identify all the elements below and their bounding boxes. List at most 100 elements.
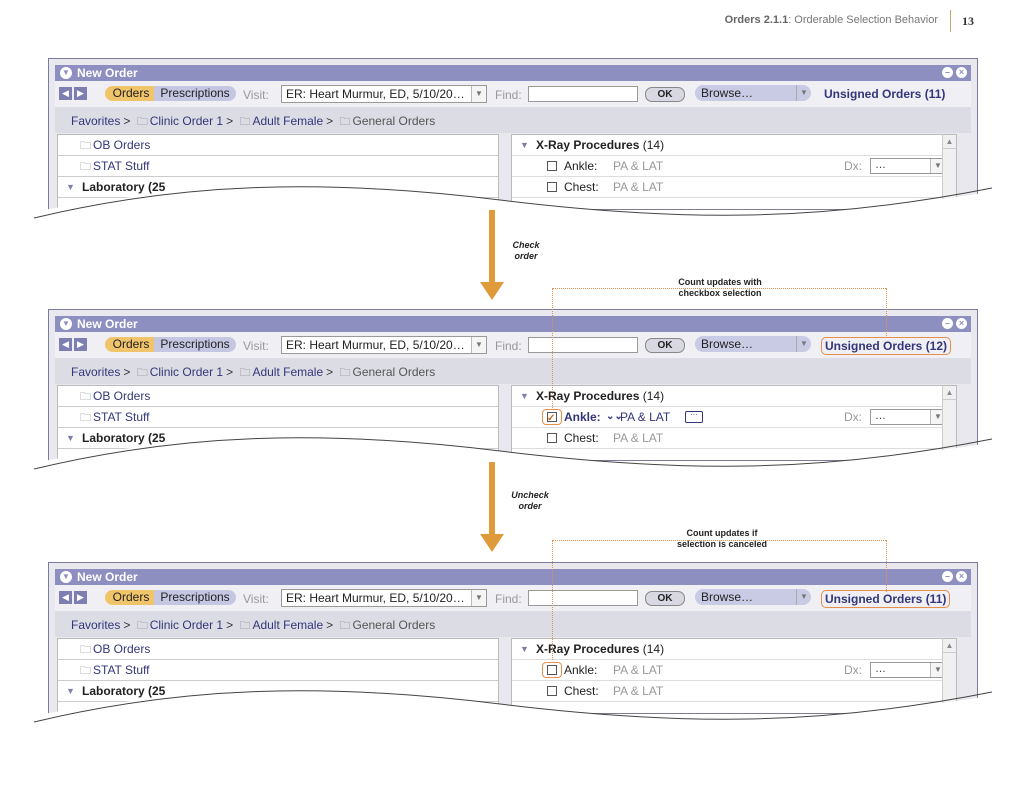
- chevron-down-icon[interactable]: ▼: [471, 337, 486, 353]
- breadcrumb-favorites[interactable]: Favorites: [71, 114, 121, 128]
- expand-triangle-icon[interactable]: ▼: [66, 686, 75, 696]
- checkbox-highlight: [542, 662, 562, 678]
- forward-arrow-icon[interactable]: ▶: [74, 591, 87, 604]
- breadcrumb-clinic[interactable]: Clinic Order 1: [149, 618, 224, 632]
- expand-triangle-icon[interactable]: ▼: [520, 644, 529, 654]
- tab-prescriptions[interactable]: Prescriptions: [154, 590, 236, 605]
- tab-orders[interactable]: Orders: [105, 590, 157, 605]
- list-item[interactable]: 🗀 STAT Stuff: [58, 660, 498, 681]
- scroll-up-icon[interactable]: ▲: [943, 135, 956, 149]
- tab-orders[interactable]: Orders: [105, 86, 157, 101]
- list-item[interactable]: 🗀 STAT Stuff: [58, 407, 498, 428]
- chevron-down-icon[interactable]: ▼: [471, 590, 486, 606]
- order-checkbox[interactable]: [547, 433, 557, 443]
- expand-triangle-icon[interactable]: ▼: [520, 140, 529, 150]
- breadcrumb-sep: >: [123, 365, 131, 379]
- order-checkbox[interactable]: ✓: [547, 412, 557, 424]
- browse-select[interactable]: Browse… ▼: [695, 336, 811, 352]
- close-icon[interactable]: ×: [956, 67, 967, 78]
- minimize-icon[interactable]: –: [942, 67, 953, 78]
- scroll-up-icon[interactable]: ▲: [943, 386, 956, 400]
- close-icon[interactable]: ×: [956, 571, 967, 582]
- chevron-down-icon[interactable]: ▼: [471, 86, 486, 102]
- chevron-down-icon[interactable]: ▼: [930, 410, 945, 424]
- visit-select[interactable]: ER: Heart Murmur, ED, 5/10/20… ▼: [281, 589, 487, 607]
- back-arrow-icon[interactable]: ◀: [59, 87, 72, 100]
- chevron-down-icon[interactable]: ▼: [930, 159, 945, 173]
- order-name: Ankle:: [564, 663, 598, 677]
- dx-select[interactable]: … ▼: [870, 409, 946, 425]
- unsigned-orders-link[interactable]: Unsigned Orders (11): [821, 590, 951, 608]
- ok-button[interactable]: OK: [645, 87, 685, 102]
- forward-arrow-icon[interactable]: ▶: [74, 338, 87, 351]
- browse-select[interactable]: Browse… ▼: [695, 85, 811, 101]
- double-chevron-icon[interactable]: ⌄⌄: [606, 411, 623, 422]
- minimize-icon[interactable]: –: [942, 318, 953, 329]
- visit-select[interactable]: ER: Heart Murmur, ED, 5/10/20… ▼: [281, 85, 487, 103]
- breadcrumb-clinic[interactable]: Clinic Order 1: [149, 365, 224, 379]
- breadcrumb-adult[interactable]: Adult Female: [252, 618, 324, 632]
- order-toolbar: ◀ ▶ Orders Prescriptions Visit: ER: Hear…: [55, 585, 971, 611]
- breadcrumb-clinic[interactable]: Clinic Order 1: [149, 114, 224, 128]
- group-header[interactable]: ▼ X-Ray Procedures (14): [512, 386, 942, 407]
- window-menu-icon[interactable]: ▼: [60, 571, 72, 583]
- back-arrow-icon[interactable]: ◀: [59, 338, 72, 351]
- chevron-down-icon[interactable]: ▼: [930, 663, 945, 677]
- breadcrumb-sep: >: [326, 618, 334, 632]
- find-input[interactable]: [528, 86, 638, 102]
- dx-label: Dx:: [844, 159, 862, 173]
- scrollbar[interactable]: ▲: [942, 639, 956, 713]
- dx-select[interactable]: … ▼: [870, 158, 946, 174]
- order-checkbox[interactable]: [547, 161, 557, 171]
- back-arrow-icon[interactable]: ◀: [59, 591, 72, 604]
- ok-button[interactable]: OK: [645, 338, 685, 353]
- tab-prescriptions[interactable]: Prescriptions: [154, 86, 236, 101]
- chevron-down-icon[interactable]: ▼: [796, 589, 811, 605]
- group-count: (14): [642, 138, 665, 152]
- expand-triangle-icon[interactable]: ▼: [520, 391, 529, 401]
- more-options-icon[interactable]: ···: [685, 411, 703, 423]
- list-item[interactable]: 🗀 STAT Stuff: [58, 156, 498, 177]
- expand-triangle-icon[interactable]: ▼: [66, 182, 75, 192]
- unsigned-orders-link[interactable]: Unsigned Orders (12): [821, 337, 952, 355]
- browse-label: Browse…: [701, 86, 754, 100]
- dx-select[interactable]: … ▼: [870, 662, 946, 678]
- breadcrumb-adult[interactable]: Adult Female: [252, 365, 324, 379]
- window-menu-icon[interactable]: ▼: [60, 67, 72, 79]
- list-item[interactable]: 🗀 OB Orders: [58, 386, 498, 407]
- chevron-down-icon[interactable]: ▼: [796, 336, 811, 352]
- find-label: Find:: [495, 339, 522, 353]
- scroll-up-icon[interactable]: ▲: [943, 639, 956, 653]
- tab-prescriptions[interactable]: Prescriptions: [154, 337, 236, 352]
- ok-button[interactable]: OK: [645, 591, 685, 606]
- visit-label: Visit:: [243, 339, 269, 353]
- unsigned-orders-link[interactable]: Unsigned Orders (11): [824, 87, 946, 101]
- order-checkbox[interactable]: [547, 665, 557, 675]
- list-item[interactable]: 🗀 OB Orders: [58, 135, 498, 156]
- group-header[interactable]: ▼ X-Ray Procedures (14): [512, 135, 942, 156]
- forward-arrow-icon[interactable]: ▶: [74, 87, 87, 100]
- scrollbar[interactable]: ▲: [942, 386, 956, 460]
- tab-orders[interactable]: Orders: [105, 337, 157, 352]
- close-icon[interactable]: ×: [956, 318, 967, 329]
- visit-select[interactable]: ER: Heart Murmur, ED, 5/10/20… ▼: [281, 336, 487, 354]
- breadcrumb-adult[interactable]: Adult Female: [252, 114, 324, 128]
- group-header[interactable]: ▼ X-Ray Procedures (14): [512, 639, 942, 660]
- visit-value: ER: Heart Murmur, ED, 5/10/20…: [286, 338, 465, 352]
- browse-select[interactable]: Browse… ▼: [695, 589, 811, 605]
- breadcrumb-favorites[interactable]: Favorites: [71, 365, 121, 379]
- orders-list: ▼ X-Ray Procedures (14) ✓ Ankle: ⌄⌄ PA & LA…: [511, 385, 957, 460]
- window-menu-icon[interactable]: ▼: [60, 318, 72, 330]
- expand-triangle-icon[interactable]: ▼: [66, 433, 75, 443]
- minimize-icon[interactable]: –: [942, 571, 953, 582]
- list-item[interactable]: 🗀 OB Orders: [58, 639, 498, 660]
- chevron-down-icon[interactable]: ▼: [796, 85, 811, 101]
- breadcrumb-favorites[interactable]: Favorites: [71, 618, 121, 632]
- find-input[interactable]: [528, 590, 638, 606]
- window-titlebar: ▼ New Order – ×: [55, 569, 971, 585]
- folder-icon: 🗀: [80, 161, 91, 173]
- order-checkbox[interactable]: [547, 182, 557, 192]
- order-checkbox[interactable]: [547, 686, 557, 696]
- scrollbar[interactable]: ▲: [942, 135, 956, 209]
- find-input[interactable]: [528, 337, 638, 353]
